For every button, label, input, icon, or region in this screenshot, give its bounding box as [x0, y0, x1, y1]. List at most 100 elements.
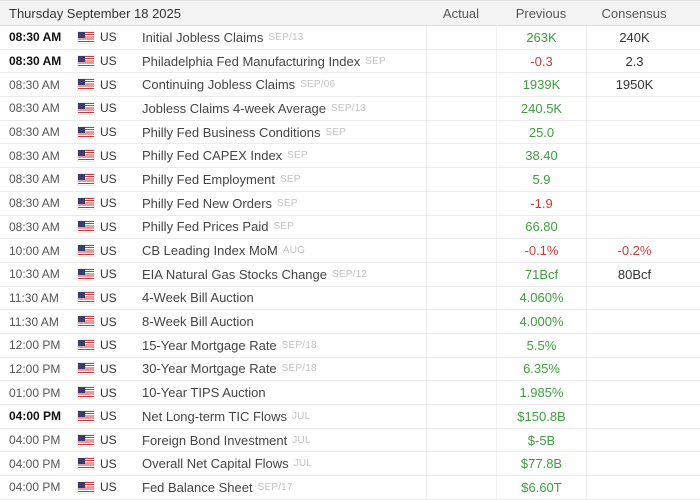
previous-value[interactable]: 5.9: [496, 168, 586, 191]
previous-value[interactable]: $77.8B: [496, 452, 586, 476]
event-reference-period: SEP/18: [281, 363, 317, 375]
actual-value: [426, 168, 496, 191]
us-flag-icon: [77, 196, 95, 210]
event-link[interactable]: Fed Balance Sheet: [142, 479, 253, 495]
event-link[interactable]: Philly Fed New Orders: [142, 195, 273, 211]
consensus-value: -0.2%: [586, 239, 682, 262]
previous-value[interactable]: 240.5K: [496, 97, 586, 120]
country-label: US: [100, 433, 117, 448]
event-reference-period: SEP/13: [331, 102, 367, 114]
calendar-row: 08:30 AM US Philly Fed New Orders SEP -1…: [0, 191, 700, 216]
event-link[interactable]: Philly Fed Business Conditions: [142, 124, 321, 140]
event-time: 08:30 AM: [9, 54, 62, 69]
event-link[interactable]: 30-Year Mortgage Rate: [142, 361, 277, 377]
country-cell: US: [77, 26, 142, 49]
country-cell: US: [77, 452, 142, 475]
country-label: US: [100, 480, 117, 495]
event-time: 08:30 AM: [9, 148, 60, 163]
calendar-row: 08:30 AM US Initial Jobless Claims SEP/1…: [0, 26, 700, 50]
event-link[interactable]: Philly Fed Employment: [142, 171, 275, 187]
country-label: US: [100, 148, 117, 163]
event-link[interactable]: 15-Year Mortgage Rate: [142, 337, 277, 353]
previous-value[interactable]: 1939K: [496, 73, 586, 97]
event-link[interactable]: Foreign Bond Investment: [142, 432, 288, 448]
actual-value: [426, 239, 496, 262]
event-link[interactable]: 4-Week Bill Auction: [142, 290, 254, 306]
calendar-row: 12:00 PM US 15-Year Mortgage Rate SEP/18…: [0, 333, 700, 358]
previous-value[interactable]: 66.80: [496, 215, 586, 239]
calendar-row: 04:00 PM US Overall Net Capital Flows JU…: [0, 452, 700, 477]
us-flag-icon: [77, 78, 95, 92]
consensus-value: [586, 333, 682, 357]
event-link[interactable]: Philly Fed CAPEX Index: [142, 148, 283, 164]
actual-value: [426, 26, 496, 49]
previous-value[interactable]: 5.5%: [496, 333, 586, 357]
event-link[interactable]: Overall Net Capital Flows: [142, 456, 289, 472]
event-cell: Philly Fed Prices Paid SEP: [142, 216, 426, 239]
event-cell: 10-Year TIPS Auction: [142, 381, 426, 404]
previous-value[interactable]: -0.1%: [496, 239, 586, 262]
previous-value[interactable]: -1.9: [496, 191, 586, 215]
consensus-value: [586, 452, 682, 476]
previous-value[interactable]: 38.40: [496, 144, 586, 168]
country-label: US: [100, 361, 117, 376]
event-time: 08:30 AM: [9, 77, 60, 92]
date-header: Thursday September 18 2025: [9, 5, 181, 21]
country-label: US: [100, 125, 117, 140]
consensus-value: [586, 120, 682, 144]
previous-value[interactable]: $6.60T: [496, 476, 586, 499]
previous-value[interactable]: 25.0: [496, 120, 586, 144]
previous-value[interactable]: $-5B: [496, 428, 586, 452]
event-link[interactable]: Jobless Claims 4-week Average: [142, 100, 327, 116]
event-link[interactable]: Continuing Jobless Claims: [142, 77, 296, 93]
previous-value[interactable]: 1.985%: [496, 381, 586, 404]
us-flag-icon: [77, 315, 95, 329]
previous-value[interactable]: $150.8B: [496, 405, 586, 428]
previous-value[interactable]: -0.3: [496, 49, 586, 73]
event-cell: Continuing Jobless Claims SEP/06: [142, 73, 426, 96]
calendar-row: 04:00 PM US Fed Balance Sheet SEP/17 $6.…: [0, 476, 700, 500]
us-flag-icon: [77, 172, 95, 186]
previous-value[interactable]: 4.060%: [496, 286, 586, 310]
event-link[interactable]: Net Long-term TIC Flows: [142, 408, 287, 424]
event-link[interactable]: Initial Jobless Claims: [142, 29, 264, 45]
event-reference-period: SEP: [277, 197, 298, 209]
event-cell: Philly Fed Business Conditions SEP: [142, 121, 426, 144]
event-time: 01:00 PM: [9, 385, 61, 400]
column-header-consensus: Consensus: [601, 5, 667, 21]
consensus-value: [586, 168, 682, 191]
country-cell: US: [77, 121, 142, 144]
event-time: 04:00 PM: [9, 409, 62, 424]
us-flag-icon: [77, 338, 95, 352]
country-cell: US: [77, 97, 142, 120]
us-flag-icon: [77, 125, 95, 139]
event-reference-period: SEP/06: [300, 79, 336, 91]
event-link[interactable]: 8-Week Bill Auction: [142, 314, 254, 330]
country-label: US: [100, 385, 117, 400]
event-link[interactable]: 10-Year TIPS Auction: [142, 385, 266, 401]
previous-value[interactable]: 6.35%: [496, 357, 586, 381]
calendar-row: 01:00 PM US 10-Year TIPS Auction 1.985%: [0, 381, 700, 405]
event-link[interactable]: EIA Natural Gas Stocks Change: [142, 266, 327, 282]
event-cell: Net Long-term TIC Flows JUL: [142, 405, 426, 428]
consensus-value: 80Bcf: [586, 262, 682, 286]
country-cell: US: [77, 358, 142, 381]
event-time: 08:30 AM: [9, 219, 60, 234]
country-cell: US: [77, 287, 142, 310]
event-time: 08:30 AM: [9, 101, 60, 116]
event-cell: 30-Year Mortgage Rate SEP/18: [142, 358, 426, 381]
previous-value[interactable]: 71Bcf: [496, 262, 586, 286]
actual-value: [426, 144, 496, 168]
us-flag-icon: [77, 480, 95, 494]
actual-value: [426, 357, 496, 381]
actual-value: [426, 73, 496, 97]
country-label: US: [100, 172, 117, 187]
us-flag-icon: [77, 291, 95, 305]
event-link[interactable]: Philly Fed Prices Paid: [142, 219, 269, 235]
previous-value[interactable]: 4.000%: [496, 310, 586, 333]
event-link[interactable]: CB Leading Index MoM: [142, 243, 278, 259]
calendar-header: Thursday September 18 2025 Actual Previo…: [0, 0, 700, 26]
event-link[interactable]: Philadelphia Fed Manufacturing Index: [142, 53, 361, 69]
previous-value[interactable]: 263K: [496, 26, 586, 49]
calendar-row: 10:00 AM US CB Leading Index MoM AUG -0.…: [0, 239, 700, 263]
